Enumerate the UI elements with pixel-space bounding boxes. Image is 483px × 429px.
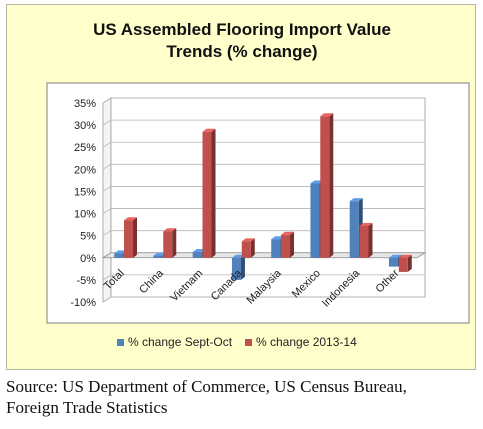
bar-top (271, 236, 285, 240)
y-tick-label: 25% (74, 142, 96, 154)
legend-swatch (245, 339, 252, 346)
bar-top (124, 217, 138, 221)
y-tick-label: 30% (74, 120, 96, 132)
y-tick-label: -5% (76, 275, 96, 287)
bar (349, 201, 359, 258)
bar-top (192, 249, 206, 253)
bar (153, 255, 163, 258)
bar-top (163, 228, 177, 232)
bar-side (240, 254, 245, 280)
bar-top (320, 113, 334, 117)
legend-label: % change 2013-14 (256, 335, 357, 349)
bar (124, 220, 134, 258)
legend-label: % change Sept-Oct (128, 335, 233, 349)
gridline (102, 296, 425, 303)
y-tick-label: -10% (70, 297, 96, 309)
y-tick-label: 5% (80, 231, 96, 243)
zero-floor (101, 252, 427, 259)
bar-side (250, 238, 255, 258)
chart-title: US Assembled Flooring Import Value Trend… (93, 20, 391, 61)
chart-card: -10% -5% 0% 5% 10% 15% 20% 25% 30% 35% Total China V… (6, 4, 476, 370)
source-note: Source: US Department of Commerce, US Ce… (6, 377, 407, 417)
bar-side (172, 228, 177, 258)
y-tick-label: 35% (74, 98, 96, 110)
bar (114, 253, 124, 258)
bar-side (290, 231, 295, 258)
bar (231, 257, 241, 280)
bar (192, 252, 202, 258)
bar-top (359, 222, 373, 226)
bar (398, 257, 408, 272)
y-tick-label: 15% (74, 186, 96, 198)
chart: -10%-5%0%5%10%15%20%25%30%35%Total China V… (46, 82, 470, 349)
bar-top (231, 254, 245, 258)
bar (241, 241, 251, 258)
bar-side (407, 254, 412, 272)
bar-top (349, 198, 363, 202)
legend-swatch (117, 339, 124, 346)
bar (310, 183, 320, 258)
bar-side (368, 222, 373, 258)
bar-side (211, 128, 216, 258)
bar (271, 239, 281, 258)
y-tick-label: 10% (74, 209, 96, 221)
bar (388, 257, 398, 267)
bar (320, 116, 330, 258)
bar-top (241, 238, 255, 242)
bar-top (281, 231, 295, 235)
gridline (102, 274, 425, 281)
y-tick-label: 0% (80, 253, 96, 265)
bar-side (329, 113, 334, 258)
gridline (102, 97, 425, 104)
bar-top (398, 254, 412, 258)
bar (163, 231, 173, 258)
bar-top (153, 252, 167, 256)
bar (202, 131, 212, 258)
bar (359, 225, 369, 258)
bar-side (133, 217, 138, 258)
y-tick-label: 20% (74, 164, 96, 176)
bar (281, 234, 291, 258)
bar-top (114, 250, 128, 254)
bar-top (202, 128, 216, 132)
bar-top (388, 254, 402, 258)
bar-top (310, 180, 324, 184)
back-wall (110, 97, 426, 298)
side-wall (102, 97, 112, 303)
